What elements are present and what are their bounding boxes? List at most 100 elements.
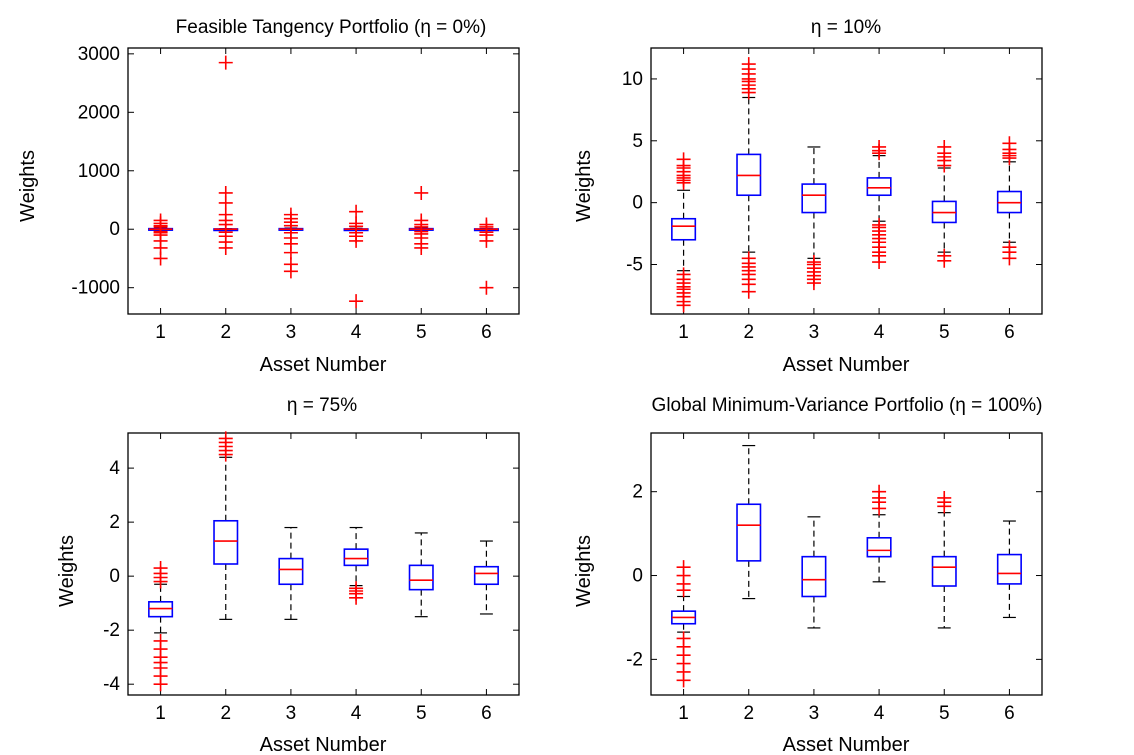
box-5 — [408, 185, 434, 255]
box-4 — [866, 139, 892, 270]
y-tick-label: 2 — [632, 482, 643, 503]
x-tick-label: 4 — [874, 322, 885, 343]
outlier-marker — [153, 213, 168, 228]
axes-frame — [127, 47, 520, 315]
box-3 — [801, 516, 827, 629]
y-tick-label: 0 — [632, 193, 643, 214]
outlier-marker — [349, 294, 364, 309]
outlier-marker — [937, 158, 952, 173]
y-axis-label: Weights — [17, 150, 39, 222]
x-tick-label: 1 — [678, 703, 689, 724]
outlier-marker — [414, 185, 429, 200]
y-tick-label: 0 — [632, 566, 643, 587]
outlier-marker — [153, 677, 168, 692]
iqr-box — [473, 565, 499, 586]
box-2 — [213, 431, 239, 620]
outlier-marker — [676, 175, 691, 190]
y-tick-label: 2000 — [78, 102, 120, 123]
axes-frame — [650, 47, 1043, 315]
y-tick-label: 0 — [109, 566, 120, 587]
y-tick-label: 4 — [109, 458, 120, 479]
box-5 — [408, 532, 434, 618]
y-tick-label: 0 — [109, 219, 120, 240]
y-tick-label: -2 — [626, 649, 643, 670]
box-3 — [278, 207, 304, 279]
box-2 — [736, 444, 762, 600]
outlier-marker — [741, 85, 756, 100]
outlier-marker — [283, 257, 298, 272]
outlier-marker — [676, 673, 691, 688]
outlier-marker — [218, 240, 233, 255]
x-tick-label: 5 — [939, 322, 950, 343]
x-axis-label: Asset Number — [783, 734, 910, 755]
outlier-marker — [937, 499, 952, 514]
outlier-marker — [479, 233, 494, 248]
y-tick-label: -4 — [103, 674, 120, 695]
x-tick-label: 2 — [220, 322, 231, 343]
x-tick-label: 5 — [416, 703, 427, 724]
box-3 — [801, 146, 827, 291]
box-6 — [996, 136, 1022, 266]
box-6 — [473, 540, 499, 615]
panel-title: Feasible Tangency Portfolio (η = 0%) — [176, 17, 487, 38]
x-tick-label: 2 — [743, 322, 754, 343]
y-tick-label: 10 — [622, 69, 643, 90]
panel-eta-75: η = 75% Asset Number Weights -4 -2 0 2 4 1 2 3 4… — [56, 395, 520, 755]
outlier-marker — [872, 255, 887, 270]
outlier-marker — [349, 204, 364, 219]
x-axis-label: Asset Number — [260, 354, 387, 376]
x-tick-label: 4 — [351, 322, 362, 343]
box-6 — [996, 520, 1022, 619]
iqr-box — [931, 555, 957, 587]
outlier-marker — [218, 55, 233, 70]
x-tick-label: 3 — [809, 322, 820, 343]
y-tick-label: 2 — [109, 512, 120, 533]
x-axis-label: Asset Number — [783, 354, 910, 376]
box-6 — [473, 217, 499, 295]
x-axis-label: Asset Number — [260, 734, 387, 755]
iqr-box — [736, 503, 762, 562]
outlier-marker — [283, 207, 298, 222]
x-tick-label: 2 — [220, 703, 231, 724]
outlier-marker — [349, 590, 364, 605]
outlier-marker — [676, 583, 691, 598]
box-4 — [343, 526, 369, 605]
y-axis-label: Weights — [573, 535, 595, 607]
iqr-box — [278, 557, 304, 586]
y-tick-label: 5 — [632, 131, 643, 152]
outlier-marker — [153, 574, 168, 589]
panel-title: η = 10% — [811, 17, 881, 38]
axes-frame — [650, 432, 1043, 696]
outlier-marker — [218, 195, 233, 210]
iqr-box — [866, 536, 892, 558]
y-tick-label: 3000 — [78, 44, 120, 65]
box-3 — [278, 526, 304, 620]
iqr-box — [671, 217, 697, 241]
x-tick-label: 6 — [1004, 322, 1015, 343]
y-axis-label: Weights — [573, 150, 595, 222]
y-tick-label: 1000 — [78, 161, 120, 182]
y-tick-label: -5 — [626, 255, 643, 276]
x-tick-label: 1 — [155, 322, 166, 343]
x-tick-label: 1 — [155, 703, 166, 724]
box-4 — [866, 484, 892, 583]
outlier-marker — [1002, 251, 1017, 266]
outlier-marker — [218, 447, 233, 462]
outlier-marker — [349, 233, 364, 248]
box-2 — [213, 55, 239, 255]
outlier-marker — [806, 276, 821, 291]
outlier-marker — [872, 146, 887, 161]
outlier-marker — [741, 284, 756, 299]
box-1 — [671, 560, 697, 688]
iqr-box — [408, 564, 434, 591]
outlier-marker — [676, 298, 691, 313]
x-tick-label: 6 — [1004, 703, 1015, 724]
x-tick-label: 3 — [286, 322, 297, 343]
panel-title: Global Minimum-Variance Portfolio (η = 1… — [652, 395, 1043, 416]
box-5 — [931, 139, 957, 268]
iqr-box — [213, 519, 239, 565]
x-tick-label: 4 — [351, 703, 362, 724]
x-tick-label: 5 — [416, 322, 427, 343]
outlier-marker — [872, 501, 887, 516]
